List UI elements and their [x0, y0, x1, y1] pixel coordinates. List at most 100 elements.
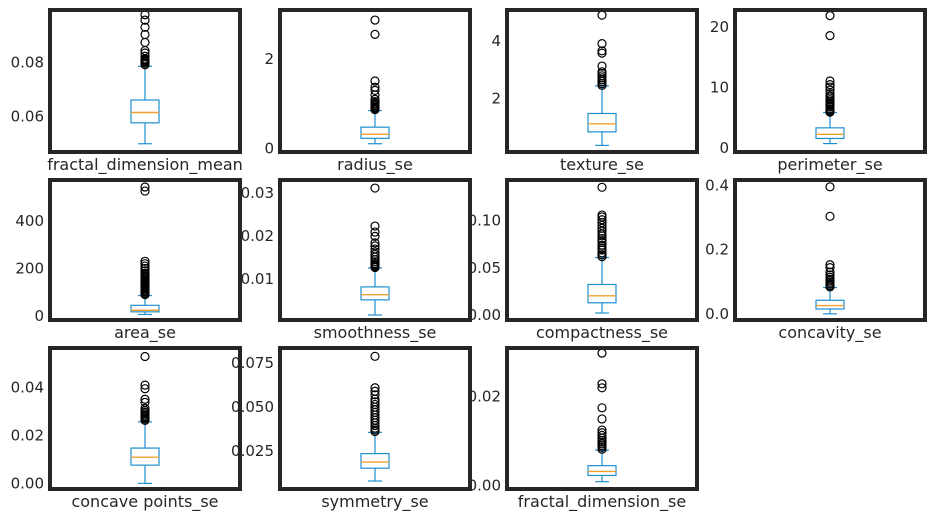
category-label: compactness_se: [536, 323, 668, 343]
category-label: smoothness_se: [314, 323, 437, 343]
outlier-point: [370, 351, 380, 361]
outlier-point: [370, 383, 380, 393]
outlier-point: [597, 403, 607, 413]
outlier-point: [140, 256, 150, 266]
iqr-box: [130, 99, 160, 124]
category-label: radius_se: [337, 155, 413, 175]
outlier-point: [370, 82, 380, 92]
outlier-point: [140, 259, 150, 269]
outlier-point: [370, 94, 380, 104]
outlier-point: [140, 394, 150, 404]
outlier-point: [140, 182, 150, 192]
outlier-point: [140, 15, 150, 25]
y-tick-label: 0.02: [241, 227, 274, 245]
outlier-point: [140, 384, 150, 394]
y-tick-label: 0: [719, 139, 729, 157]
y-tick-label: 200: [15, 259, 44, 277]
boxplot-panel-compactness-se: 0.00 0.05 0.10 compactness_se: [468, 178, 699, 343]
category-label: symmetry_se: [321, 492, 428, 512]
iqr-box: [587, 465, 617, 477]
outlier-point: [597, 348, 607, 358]
category-label: texture_se: [560, 155, 644, 175]
panel-frame: [733, 178, 927, 322]
iqr-box: [130, 304, 160, 313]
outlier-point: [825, 82, 835, 92]
outlier-point: [597, 383, 607, 393]
iqr-box: [360, 126, 390, 139]
panel-frame: [278, 178, 472, 322]
y-tick-label: 0.0: [705, 305, 729, 323]
outlier-point: [370, 244, 380, 254]
iqr-box: [360, 453, 390, 469]
outlier-point: [597, 379, 607, 389]
outlier-point: [825, 91, 835, 101]
panel-frame: [505, 8, 699, 154]
y-tick-label: 0.02: [11, 426, 44, 444]
outlier-point: [370, 231, 380, 241]
boxplot-panel-texture-se: 2 4 texture_se: [491, 8, 699, 175]
outlier-point: [140, 186, 150, 196]
y-tick-label: 0.075: [231, 354, 274, 372]
panel-frame: [505, 346, 699, 491]
outlier-point: [370, 247, 380, 257]
outlier-point: [825, 76, 835, 86]
category-label: fractal_dimension_mean: [47, 155, 243, 175]
outlier-point: [597, 46, 607, 56]
y-tick-label: 0: [34, 307, 44, 325]
panel-frame: [48, 8, 242, 154]
outlier-point: [140, 261, 150, 271]
outlier-point: [140, 351, 150, 362]
outlier-point: [597, 428, 607, 438]
y-tick-label: 2: [491, 89, 501, 107]
outlier-point: [597, 39, 607, 49]
category-label: fractal_dimension_se: [518, 492, 686, 512]
outlier-point: [597, 215, 607, 225]
outlier-point: [825, 80, 835, 90]
outlier-point: [597, 425, 607, 435]
outlier-point: [370, 85, 380, 96]
y-tick-label: 0.4: [705, 177, 729, 195]
outlier-point: [825, 267, 835, 277]
y-tick-label: 4: [491, 32, 501, 50]
outlier-point: [370, 15, 380, 25]
y-tick-label: 0: [264, 140, 274, 158]
outlier-point: [370, 227, 380, 237]
outlier-point: [140, 263, 150, 274]
boxplot-panel-concavity-se: 0.0 0.2 0.4 concavity_se: [705, 177, 927, 343]
outlier-point: [140, 380, 150, 390]
y-tick-label: 0.00: [11, 474, 44, 492]
boxplot-panel-perimeter-se: 0 10 20 perimeter_se: [710, 8, 927, 175]
y-tick-label: 0.050: [231, 398, 274, 416]
outlier-point: [140, 37, 150, 48]
category-label: perimeter_se: [777, 155, 882, 175]
y-tick-label: 0.08: [11, 53, 44, 71]
y-tick-label: 0.02: [468, 388, 501, 406]
outlier-point: [825, 182, 835, 192]
y-tick-label: 0.10: [468, 212, 501, 230]
y-tick-label: 0.025: [231, 442, 274, 460]
outlier-point: [370, 238, 380, 248]
outlier-point: [140, 29, 150, 40]
y-tick-label: 2: [264, 50, 274, 68]
category-label: concavity_se: [778, 323, 881, 343]
outlier-point: [825, 211, 835, 221]
boxplot-panel-fractal-dimension-se: 0.00 0.02 fractal_dimension_se: [468, 346, 699, 512]
outlier-point: [597, 210, 607, 220]
y-tick-label: 10: [710, 79, 729, 97]
outlier-point: [825, 260, 835, 270]
outlier-point: [825, 11, 835, 21]
y-tick-label: 20: [710, 18, 729, 36]
outlier-point: [370, 399, 380, 410]
outlier-point: [140, 51, 150, 61]
outlier-point: [370, 183, 380, 193]
iqr-box: [587, 112, 617, 133]
outlier-point: [825, 263, 835, 273]
y-tick-label: 0.00: [468, 477, 501, 495]
iqr-box: [815, 127, 845, 140]
outlier-point: [597, 240, 607, 250]
outlier-point: [370, 249, 380, 260]
outlier-point: [370, 76, 380, 86]
outlier-point: [370, 386, 380, 396]
outlier-point: [140, 268, 150, 278]
